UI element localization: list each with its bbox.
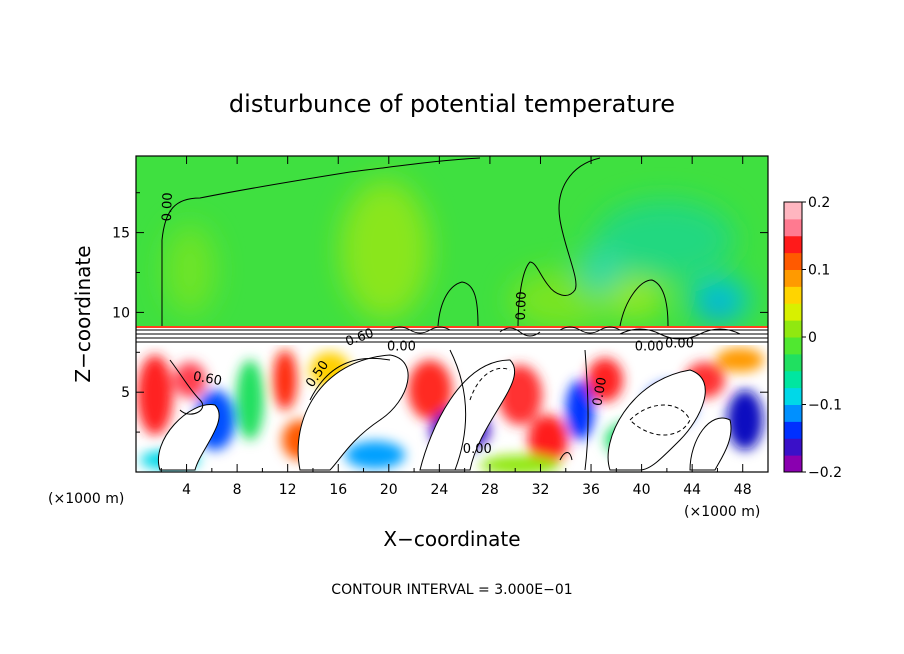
colorbar-swatch: [784, 404, 802, 422]
colorbar-swatch: [784, 421, 802, 439]
contour-label: 0.60: [192, 369, 223, 389]
y-axis: 5 10 15: [112, 192, 768, 433]
plot-frame: [135, 155, 769, 473]
x-tick-label: 40: [633, 482, 651, 498]
interface-band: [136, 326, 768, 345]
x-unit-left: (×1000 m): [48, 491, 124, 507]
x-tick-label: 8: [233, 482, 242, 498]
x-tick-label: 4: [182, 482, 191, 498]
x-tick-label: 28: [481, 482, 499, 498]
colorbar-tick-label: 0: [808, 330, 817, 346]
x-axis-label: X−coordinate: [383, 527, 520, 551]
colorbar-swatch: [784, 235, 802, 254]
upper-field-contours: [161, 157, 669, 327]
colorbar-swatch: [784, 202, 802, 220]
y-tick-label: 10: [112, 305, 130, 321]
interface-contours: [136, 326, 768, 343]
contour-label: 0.00: [590, 376, 610, 407]
x-tick-label: 36: [582, 482, 600, 498]
x-axis: 4 8 12 16 20 24 28 32 36 40 44 48: [160, 156, 752, 498]
x-tick-label: 32: [532, 482, 550, 498]
colorbar-swatch: [784, 438, 802, 456]
upper-field-shading: [165, 180, 750, 330]
x-unit-right: (×1000 m): [684, 504, 760, 520]
x-tick-label: 24: [430, 482, 448, 498]
colorbar-swatch: [784, 353, 802, 372]
colorbar-tick-label: 0.2: [808, 195, 830, 211]
colorbar: 0.2 0.1 0 −0.1 −0.2: [783, 195, 842, 481]
x-tick-label: 16: [329, 482, 347, 498]
contour-label: 0.00: [665, 337, 694, 352]
colorbar-swatch: [784, 286, 802, 304]
y-tick-label: 15: [112, 226, 130, 242]
x-tick-label: 20: [380, 482, 398, 498]
lower-field-contours: [169, 349, 691, 471]
colorbar-swatch: [784, 303, 802, 321]
colorbar-swatch: [784, 387, 802, 405]
x-tick-label: 48: [734, 482, 752, 498]
y-tick-label: 5: [121, 385, 130, 401]
colorbar-tick-label: −0.2: [808, 465, 842, 481]
colorbar-swatch: [784, 370, 802, 389]
colorbar-swatch: [784, 252, 802, 270]
plot-area: 0.000.000.60 0.000.500.60 0.000.00 0.000.00: [136, 156, 768, 472]
colorbar-swatch: [784, 269, 802, 287]
contour-label: 0.00: [635, 340, 664, 355]
y-axis-label: Z−coordinate: [71, 245, 95, 382]
contour-label: 0.00: [387, 340, 416, 355]
colorbar-swatch: [784, 337, 802, 355]
colorbar-swatch: [784, 455, 802, 473]
colorbar-tick-label: −0.1: [808, 398, 842, 414]
contour-label: 0.00: [463, 442, 492, 457]
contour-label: 0.00: [514, 291, 530, 320]
lower-field-cores: [157, 354, 732, 471]
x-tick-label: 44: [683, 482, 701, 498]
x-tick-label: 12: [279, 482, 297, 498]
contour-interval-note: CONTOUR INTERVAL = 3.000E−01: [331, 582, 572, 598]
colorbar-tick-label: 0.1: [808, 263, 830, 279]
chart-title: disturbunce of potential temperature: [229, 90, 675, 118]
contour-label: 0.00: [160, 192, 176, 221]
colorbar-swatch: [784, 320, 802, 338]
colorbar-swatch: [784, 218, 802, 237]
